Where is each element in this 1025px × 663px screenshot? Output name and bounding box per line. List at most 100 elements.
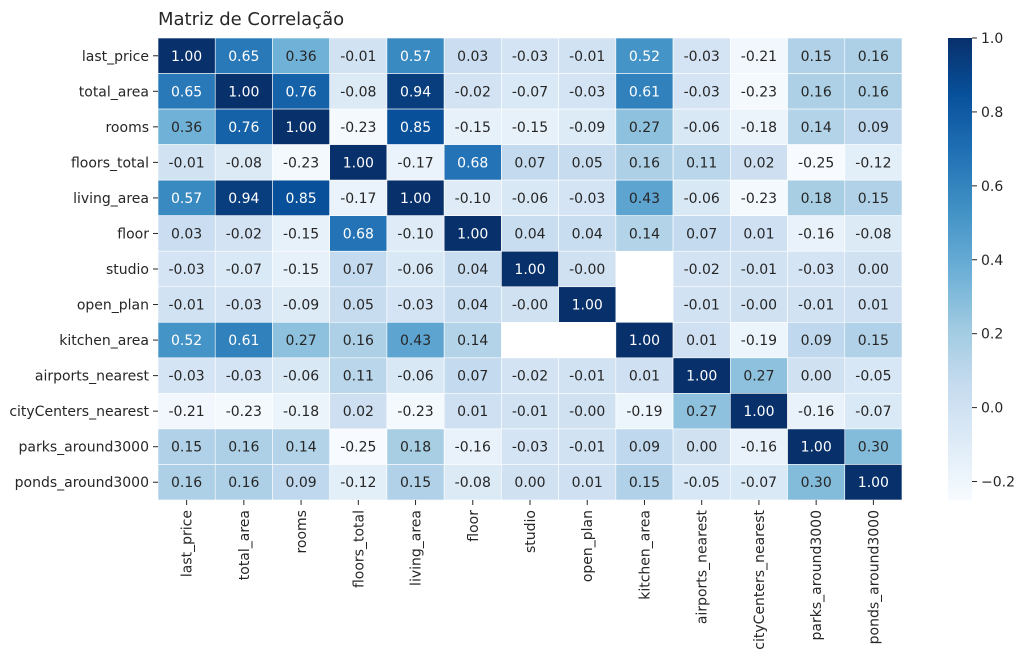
heatmap-cell-12-3 <box>329 464 388 501</box>
heatmap-cell-label-6-6: 1.00 <box>514 262 545 278</box>
heatmap-cell-4-3 <box>329 179 388 216</box>
heatmap-cell-label-10-8: -0.19 <box>626 404 662 420</box>
heatmap-cell-label-11-7: -0.01 <box>569 440 605 456</box>
heatmap-cell-empty-7-8 <box>615 286 674 323</box>
heatmap-cell-label-0-2: 0.36 <box>285 49 316 65</box>
heatmap-cell-label-4-9: -0.06 <box>684 191 720 207</box>
heatmap-cell-label-5-10: 0.01 <box>743 226 774 242</box>
heatmap-cell-4-8 <box>615 179 674 216</box>
heatmap-cell-label-11-11: 1.00 <box>801 440 832 456</box>
row-tick-label-9: airports_nearest <box>35 369 150 385</box>
heatmap-cell-12-10 <box>730 464 788 501</box>
heatmap-cell-11-4 <box>386 428 445 465</box>
heatmap-cell-label-12-8: 0.15 <box>629 475 660 491</box>
heatmap-cell-9-0 <box>157 357 216 394</box>
heatmap-cell-5-2 <box>272 215 330 252</box>
heatmap-cell-5-12 <box>844 215 903 252</box>
heatmap-cell-3-12 <box>844 144 903 181</box>
col-tick-label-7: open_plan <box>580 510 596 582</box>
heatmap-cell-label-1-8: 0.61 <box>629 84 660 100</box>
heatmap-cell-empty-8-6 <box>501 322 559 358</box>
heatmap-cell-label-12-4: 0.15 <box>400 475 431 491</box>
heatmap-cell-label-6-1: -0.07 <box>226 262 262 278</box>
heatmap-cell-6-3 <box>329 250 388 288</box>
heatmap-cell-0-4 <box>386 37 445 74</box>
heatmap-cell-5-1 <box>214 215 273 252</box>
heatmap-cell-label-11-2: 0.14 <box>285 440 316 456</box>
heatmap-cell-3-7 <box>558 144 617 181</box>
heatmap-cell-9-8 <box>615 357 674 394</box>
heatmap-cell-1-4 <box>386 73 445 110</box>
heatmap-cell-label-11-0: 0.15 <box>171 440 202 456</box>
heatmap-cell-label-12-1: 0.16 <box>228 475 259 491</box>
col-tick-label-5: floor <box>466 510 482 542</box>
heatmap-cell-label-12-5: -0.08 <box>455 475 491 491</box>
heatmap-cell-label-2-2: 1.00 <box>285 120 316 136</box>
heatmap-cell-2-2 <box>272 108 330 145</box>
heatmap-cell-2-12 <box>844 108 903 145</box>
heatmap-cell-11-8 <box>615 428 674 465</box>
heatmap-cell-label-3-6: 0.07 <box>514 155 545 171</box>
heatmap-cell-11-6 <box>501 428 559 465</box>
heatmap-cell-label-8-10: -0.19 <box>741 333 777 349</box>
heatmap-cell-label-1-9: -0.03 <box>684 84 720 100</box>
heatmap-cell-6-0 <box>157 250 216 288</box>
heatmap-cell-7-5 <box>443 286 502 323</box>
heatmap-cell-label-8-0: 0.52 <box>171 333 202 349</box>
heatmap-cell-label-3-11: -0.25 <box>798 155 834 171</box>
heatmap-cell-3-8 <box>615 144 674 181</box>
colorbar-tick-label-0: 1.0 <box>981 31 1003 47</box>
heatmap-cell-label-4-1: 0.94 <box>228 191 259 207</box>
heatmap-cell-10-10 <box>730 393 788 430</box>
heatmap-cell-label-12-3: -0.12 <box>340 475 376 491</box>
heatmap-cell-label-2-11: 0.14 <box>801 120 832 136</box>
heatmap-cell-9-3 <box>329 357 388 394</box>
heatmap-cell-label-7-11: -0.01 <box>798 298 834 314</box>
heatmap-cell-5-7 <box>558 215 617 252</box>
heatmap-cell-1-9 <box>672 73 731 110</box>
heatmap-cell-label-5-12: -0.08 <box>855 226 891 242</box>
heatmap-cell-5-10 <box>730 215 788 252</box>
heatmap-cell-3-3 <box>329 144 388 181</box>
heatmap-cell-11-0 <box>157 428 216 465</box>
heatmap-cell-label-10-11: -0.16 <box>798 404 834 420</box>
col-tick-label-11: parks_around3000 <box>809 510 825 640</box>
heatmap-cell-label-7-5: 0.04 <box>457 298 488 314</box>
heatmap-cell-label-8-8: 1.00 <box>629 333 660 349</box>
heatmap-cell-label-10-2: -0.18 <box>283 404 319 420</box>
heatmap-cell-5-9 <box>672 215 731 252</box>
heatmap-cell-11-12 <box>844 428 903 465</box>
heatmap-cell-8-8 <box>615 322 674 359</box>
heatmap-cell-empty-6-8 <box>615 251 674 287</box>
heatmap-cell-label-12-11: 0.30 <box>801 475 832 491</box>
heatmap-cells <box>157 37 903 501</box>
heatmap-cell-5-8 <box>615 215 674 252</box>
heatmap-cell-7-3 <box>329 286 388 323</box>
heatmap-cell-label-4-6: -0.06 <box>512 191 548 207</box>
heatmap-cell-6-6 <box>501 250 559 288</box>
heatmap-cell-label-2-8: 0.27 <box>629 120 660 136</box>
heatmap-cell-2-11 <box>787 108 846 145</box>
heatmap-cell-label-0-9: -0.03 <box>684 49 720 65</box>
heatmap-cell-labels: 1.00 0.65 0.36 -0.01 0.57 0.03 -0.03 -0.01 0.52 -… <box>168 49 891 491</box>
heatmap-cell-label-12-0: 0.16 <box>171 475 202 491</box>
heatmap-cell-label-7-10: -0.00 <box>741 298 777 314</box>
heatmap-cell-label-6-0: -0.03 <box>168 262 204 278</box>
heatmap-cell-label-2-12: 0.09 <box>858 120 889 136</box>
heatmap-cell-1-12 <box>844 73 903 110</box>
heatmap-cell-8-11 <box>787 322 846 359</box>
heatmap-cell-label-5-8: 0.14 <box>629 226 660 242</box>
heatmap-cell-7-0 <box>157 286 216 323</box>
heatmap-cell-5-6 <box>501 215 559 252</box>
heatmap-cell-7-1 <box>214 286 273 323</box>
heatmap-cell-label-11-9: 0.00 <box>686 440 717 456</box>
heatmap-cell-label-9-4: -0.06 <box>397 369 433 385</box>
heatmap-cell-label-2-4: 0.85 <box>400 120 431 136</box>
heatmap-cell-label-3-1: -0.08 <box>226 155 262 171</box>
heatmap-cell-label-9-7: -0.01 <box>569 369 605 385</box>
heatmap-cell-0-7 <box>558 37 617 74</box>
heatmap-cell-3-10 <box>730 144 788 181</box>
heatmap-cell-label-5-6: 0.04 <box>514 226 545 242</box>
